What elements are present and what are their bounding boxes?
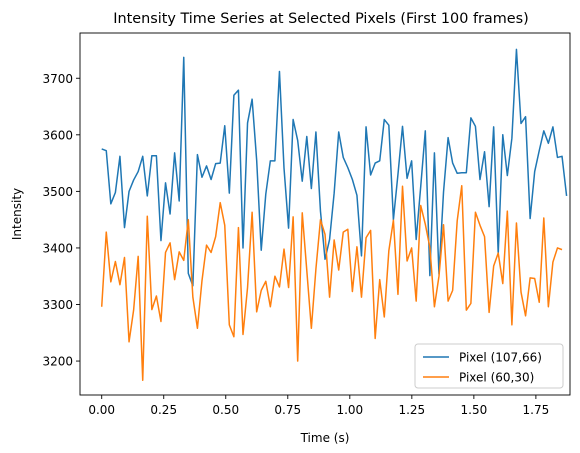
- y-tick-label: 3300: [42, 298, 73, 312]
- plot-frame: [79, 32, 571, 396]
- y-tick-label: 3600: [42, 128, 73, 142]
- y-axis: 3200 3300 3400 3500 3600 3700: [42, 72, 80, 369]
- x-tick-label: 0.00: [88, 403, 115, 417]
- y-tick-label: 3700: [42, 72, 73, 86]
- y-tick-label: 3500: [42, 185, 73, 199]
- x-tick-label: 1.25: [398, 403, 425, 417]
- y-axis-title: Intensity: [10, 188, 24, 240]
- x-tick-label: 1.50: [461, 403, 488, 417]
- y-tick-label: 3200: [42, 355, 73, 369]
- x-tick-label: 0.25: [150, 403, 177, 417]
- legend-box: [414, 343, 564, 389]
- legend-label: Pixel (107,66): [459, 351, 542, 365]
- chart-title: Intensity Time Series at Selected Pixels…: [113, 11, 528, 27]
- x-tick-label: 0.75: [274, 403, 301, 417]
- series-layer: [100, 48, 568, 382]
- x-tick-label: 1.00: [336, 403, 363, 417]
- x-axis-title: Time (s): [300, 431, 350, 445]
- x-tick-label: 1.75: [523, 403, 550, 417]
- series-line-1: [101, 48, 568, 287]
- x-tick-label: 0.50: [212, 403, 239, 417]
- y-tick-label: 3400: [42, 241, 73, 255]
- legend-label: Pixel (60,30): [459, 371, 534, 385]
- legend: Pixel (107,66) Pixel (60,30): [414, 343, 564, 389]
- x-axis: 0.00 0.25 0.50 0.75 1.00 1.25 1.50 1.75: [88, 395, 549, 417]
- series-line-2: [100, 184, 563, 382]
